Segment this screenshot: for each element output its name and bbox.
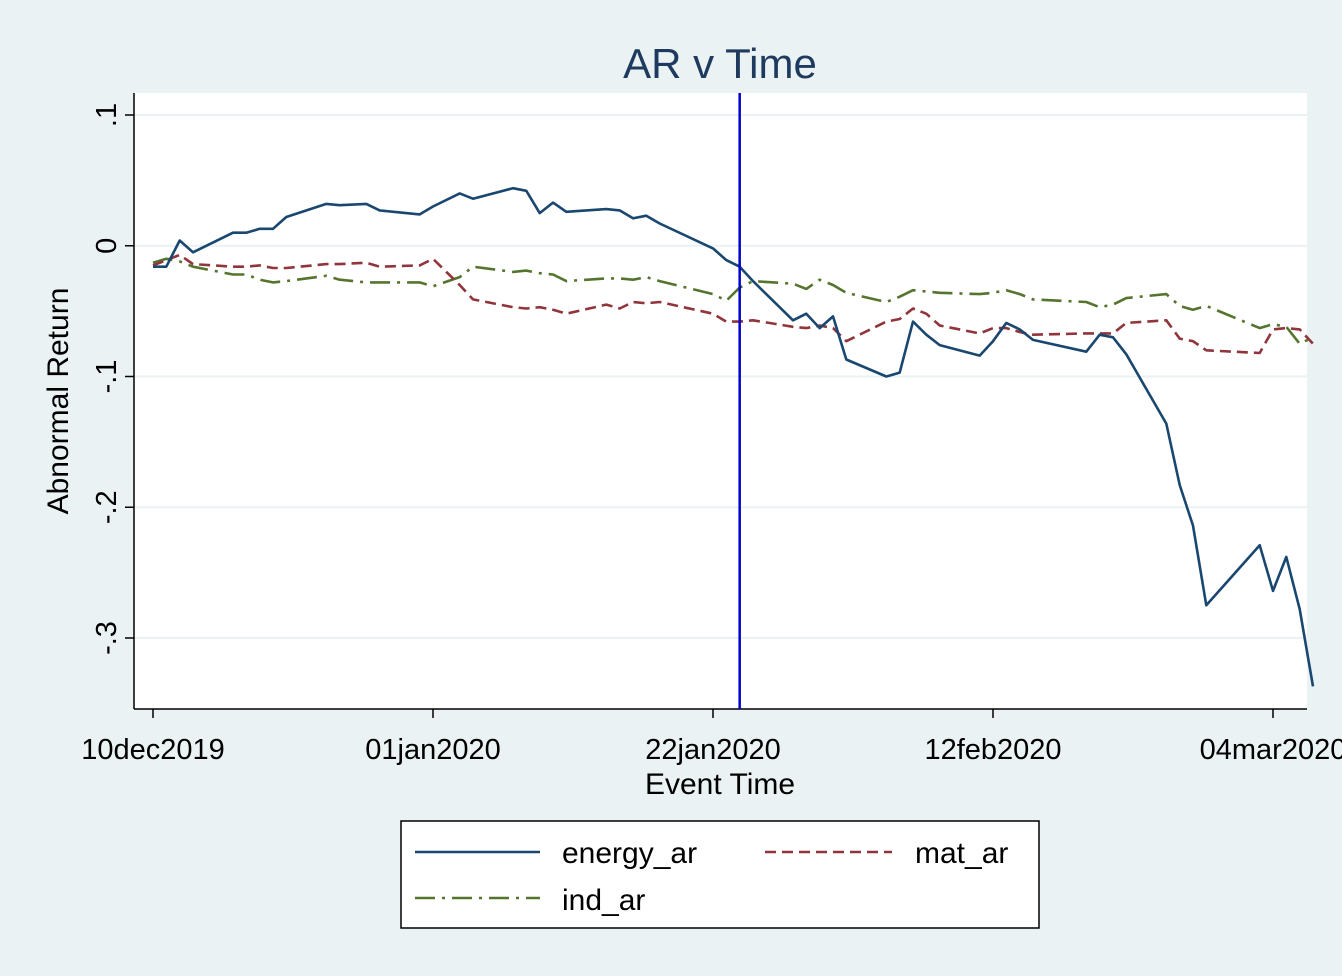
- x-tick-label: 12feb2020: [924, 734, 1061, 766]
- x-axis: 10dec2019 01jan2020 22jan2020 12feb2020 04ma…: [81, 708, 1342, 766]
- x-tick-label: 04mar2020: [1200, 734, 1342, 766]
- y-tick-label: -.2: [91, 490, 123, 524]
- legend-box: [400, 820, 1040, 929]
- legend-label-mat: mat_ar: [915, 837, 1008, 870]
- grid-lines: [134, 114, 1307, 639]
- x-tick-label: 01jan2020: [365, 734, 500, 766]
- y-axis: .1 0 -.1 -.2 -.3: [91, 93, 135, 709]
- y-tick-label: -.1: [91, 360, 123, 394]
- legend-label-ind: ind_ar: [562, 884, 645, 917]
- x-axis-label: Event Time: [645, 768, 795, 801]
- y-tick-label: -.3: [91, 621, 123, 655]
- chart-title: AR v Time: [623, 40, 817, 87]
- x-tick-label: 10dec2019: [81, 734, 225, 766]
- y-tick-label: 0: [91, 238, 123, 254]
- series-line-mat_ar: [152, 253, 1314, 355]
- y-tick-label: .1: [91, 103, 123, 127]
- y-axis-label: Abnormal Return: [42, 288, 75, 515]
- plot-area: [134, 93, 1307, 709]
- legend-label-energy: energy_ar: [562, 837, 697, 870]
- legend: energy_ar mat_ar ind_ar: [400, 820, 1040, 929]
- x-tick-label: 22jan2020: [645, 734, 780, 766]
